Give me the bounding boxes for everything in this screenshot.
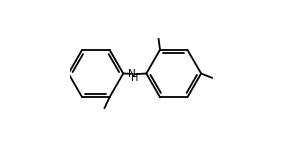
Text: H: H <box>131 73 139 83</box>
Text: N: N <box>128 69 136 79</box>
